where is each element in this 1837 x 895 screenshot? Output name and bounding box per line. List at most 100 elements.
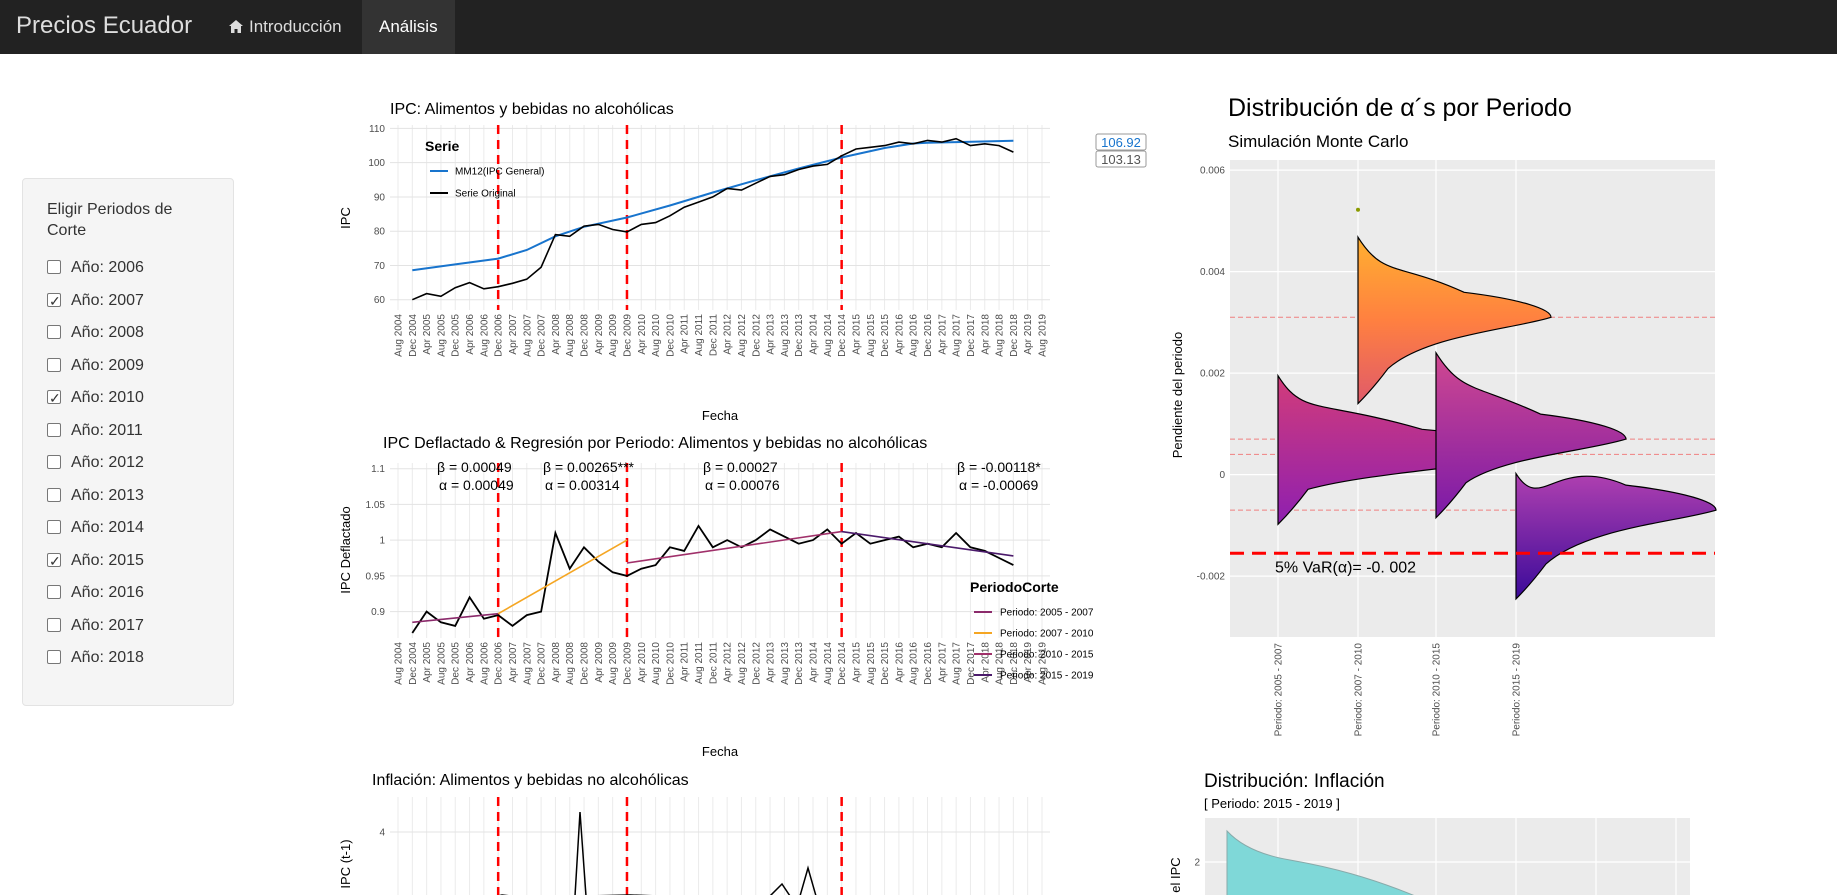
x-tick-label: Apr 2017	[937, 642, 948, 683]
checkbox-input[interactable]	[47, 387, 61, 409]
alpha-annotation: α = 0.00049	[439, 477, 514, 493]
checkbox-input[interactable]	[47, 617, 61, 632]
x-tick-label: Apr 2014	[809, 642, 820, 683]
x-tick-label: Apr 2009	[594, 642, 605, 683]
x-tick-label: Dec 2007	[537, 314, 548, 357]
x-tick-label: Apr 2013	[766, 642, 777, 683]
x-tick-label: Dec 2006	[494, 314, 505, 357]
x-tick-label: Dec 2013	[794, 314, 805, 357]
y-tick-label: 0	[1219, 470, 1225, 481]
density-ridge-2	[1357, 235, 1552, 406]
nav-tab-analisis[interactable]: Análisis	[362, 0, 455, 54]
y-tick-label: 1	[379, 536, 385, 547]
end-label-box	[1095, 133, 1147, 151]
nav-tab-label: Introducción	[249, 17, 342, 36]
x-tick-label: Apr 2014	[809, 314, 820, 355]
beta-annotation: β = 0.00265***	[543, 459, 635, 475]
x-tick-label: Dec 2012	[751, 314, 762, 357]
checkbox-label: Año: 2008	[71, 324, 144, 341]
x-tick-label: Periodo: 2015 - 2019	[1512, 643, 1523, 737]
x-tick-label: Apr 2016	[894, 314, 905, 355]
checkbox-input[interactable]	[47, 260, 61, 274]
x-tick-label: Aug 2018	[995, 642, 1006, 685]
legend-label: Periodo: 2007 - 2010	[1000, 629, 1094, 640]
x-tick-label: Apr 2005	[422, 642, 433, 683]
checkbox-input[interactable]	[47, 585, 61, 599]
checkbox-input[interactable]	[47, 455, 61, 469]
checkbox-input[interactable]	[47, 357, 61, 372]
x-tick-label: Aug 2010	[651, 314, 662, 357]
y-tick-label: 100	[368, 158, 385, 169]
nav-tab-label: Análisis	[379, 17, 438, 36]
legend-label: Serie Original	[455, 189, 516, 200]
x-tick-label: Apr 2006	[465, 314, 476, 355]
chart-subtitle: Simulación Monte Carlo	[1228, 132, 1408, 151]
x-tick-label: Aug 2013	[780, 314, 791, 357]
x-tick-label: Dec 2009	[622, 314, 633, 357]
y-tick-label: 0.006	[1200, 166, 1225, 177]
x-tick-label: Aug 2012	[737, 314, 748, 357]
checkbox-input[interactable]	[47, 290, 61, 312]
ipc-line-chart: IPC: Alimentos y bebidas no alcohólicas 6…	[338, 101, 1147, 423]
alpha-annotation: α = -0.00069	[959, 477, 1039, 493]
nav-tab-introduccion[interactable]: Introducción	[212, 0, 359, 54]
series-line-1	[411, 137, 1014, 301]
x-tick-label: Dec 2016	[923, 642, 934, 685]
x-tick-label: Dec 2008	[580, 314, 591, 357]
x-tick-label: Dec 2009	[622, 642, 633, 685]
x-tick-label: Aug 2017	[952, 642, 963, 685]
x-tick-label: Apr 2015	[851, 642, 862, 683]
checkbox-input[interactable]	[47, 520, 61, 534]
x-tick-label: Dec 2007	[537, 642, 548, 685]
checkbox-input[interactable]	[47, 487, 61, 502]
x-tick-label: Dec 2015	[880, 642, 891, 685]
checkbox-label: Año: 2017	[71, 616, 144, 634]
chart-title: IPC: Alimentos y bebidas no alcohólicas	[390, 101, 674, 118]
checkbox-label: Año: 2007	[71, 291, 144, 309]
checkbox-input[interactable]	[47, 325, 61, 339]
checkbox-input[interactable]	[47, 422, 61, 437]
y-tick-label: 0.004	[1200, 267, 1225, 278]
x-tick-label: Apr 2008	[551, 642, 562, 683]
home-icon	[229, 1, 243, 33]
density-area	[1226, 829, 1414, 895]
plot-panel	[390, 463, 1050, 638]
x-tick-label: Apr 2017	[937, 314, 948, 355]
y-tick-label: 2	[1194, 858, 1200, 869]
alpha-annotation: α = 0.00314	[545, 477, 620, 493]
alpha-distribution-chart: Distribución de α´s por Periodo Simulació…	[1170, 94, 1717, 737]
app-brand[interactable]: Precios Ecuador	[16, 12, 193, 39]
y-axis-label: IPC Deflactado	[338, 506, 353, 593]
x-tick-label: Aug 2011	[694, 642, 705, 685]
y-axis-label: el IPC	[1168, 857, 1183, 892]
checkbox-label: Año: 2011	[71, 421, 143, 439]
legend-label: Periodo: 2010 - 2015	[1000, 650, 1094, 661]
chart-title: Distribución: Inflación	[1204, 771, 1385, 792]
x-tick-label: Apr 2012	[723, 314, 734, 355]
plot-panel	[390, 125, 1050, 310]
x-tick-label: Apr 2005	[422, 314, 433, 355]
x-tick-label: Dec 2018	[1009, 314, 1020, 357]
x-axis-label: Fecha	[702, 408, 739, 423]
checkbox-input[interactable]	[47, 650, 61, 664]
inflation-chart: Inflación: Alimentos y bebidas no alcohó…	[338, 772, 1050, 895]
x-tick-label: Aug 2019	[1038, 642, 1049, 685]
x-tick-label: Dec 2012	[751, 642, 762, 685]
y-tick-label: 60	[374, 295, 386, 306]
y-tick-label: 110	[369, 124, 385, 135]
y-tick-label: 0.002	[1200, 369, 1225, 380]
chart-subtitle: [ Periodo: 2015 - 2019 ]	[1204, 796, 1340, 811]
series-line-1	[412, 612, 499, 624]
legend-title: PeriodoCorte	[970, 579, 1059, 595]
x-tick-label: Dec 2013	[794, 642, 805, 685]
checkbox-label: Año: 2013	[71, 486, 144, 504]
x-tick-label: Dec 2018	[1009, 642, 1020, 685]
y-tick-label: 80	[374, 227, 386, 238]
x-tick-label: Dec 2005	[451, 642, 462, 685]
x-tick-label: Dec 2011	[708, 642, 719, 685]
x-tick-label: Aug 2007	[522, 314, 533, 357]
x-tick-label: Aug 2017	[952, 314, 963, 357]
end-label: 103.13	[1101, 152, 1141, 167]
series-line-0	[411, 524, 1014, 634]
checkbox-input[interactable]	[47, 550, 61, 572]
